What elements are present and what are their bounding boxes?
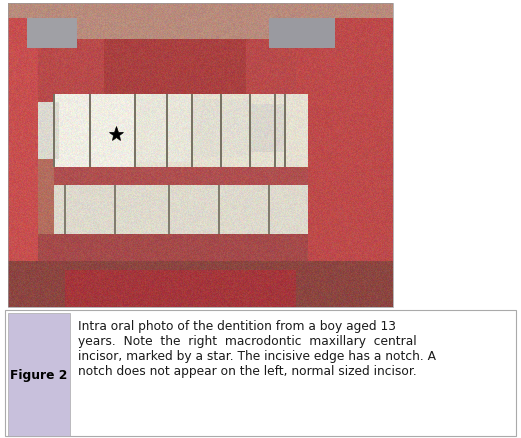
- Text: notch does not appear on the left, normal sized incisor.: notch does not appear on the left, norma…: [78, 364, 417, 377]
- Text: incisor, marked by a star. The incisive edge has a notch. A: incisor, marked by a star. The incisive …: [78, 349, 436, 362]
- Text: Intra oral photo of the dentition from a boy aged 13: Intra oral photo of the dentition from a…: [78, 319, 396, 332]
- Bar: [8, 313, 70, 436]
- Bar: [8, 4, 393, 307]
- Bar: [5, 310, 516, 436]
- Bar: [0, 308, 521, 438]
- Text: years.  Note  the  right  macrodontic  maxillary  central: years. Note the right macrodontic maxill…: [78, 334, 417, 347]
- Text: Figure 2: Figure 2: [10, 368, 68, 381]
